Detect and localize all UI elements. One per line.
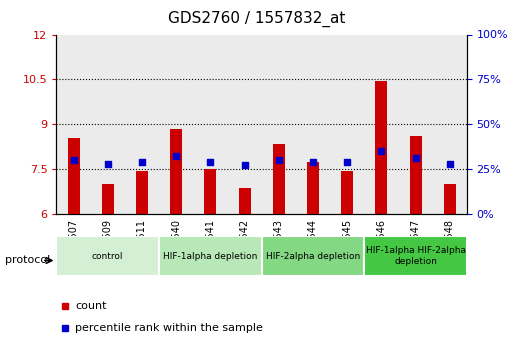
Point [446, 161, 454, 166]
Bar [204, 169, 216, 214]
Point [69, 157, 77, 163]
Point [138, 159, 146, 165]
Bar [262, 236, 364, 276]
Text: percentile rank within the sample: percentile rank within the sample [75, 323, 263, 333]
Point [274, 157, 283, 163]
Text: control: control [92, 252, 124, 261]
Bar [409, 136, 422, 214]
Bar [341, 170, 353, 214]
Bar [68, 138, 80, 214]
Bar [273, 144, 285, 214]
Point [241, 163, 249, 168]
Bar [307, 161, 319, 214]
Bar [102, 184, 114, 214]
Text: protocol: protocol [5, 256, 50, 265]
Text: HIF-2alpha depletion: HIF-2alpha depletion [266, 252, 360, 261]
Bar [159, 236, 262, 276]
Bar [444, 184, 456, 214]
Bar [239, 188, 250, 214]
Bar [136, 170, 148, 214]
Point [172, 154, 180, 159]
Text: HIF-1alpha depletion: HIF-1alpha depletion [163, 252, 258, 261]
Point [206, 159, 214, 165]
Point [411, 156, 420, 161]
Text: GDS2760 / 1557832_at: GDS2760 / 1557832_at [168, 10, 345, 27]
Bar [56, 236, 159, 276]
Bar [170, 129, 182, 214]
Point [104, 161, 112, 166]
Point [377, 148, 385, 154]
Point [343, 159, 351, 165]
Bar [364, 236, 467, 276]
Text: count: count [75, 301, 106, 311]
Text: HIF-1alpha HIF-2alpha
depletion: HIF-1alpha HIF-2alpha depletion [366, 246, 465, 266]
Bar [376, 81, 387, 214]
Point [309, 159, 317, 165]
